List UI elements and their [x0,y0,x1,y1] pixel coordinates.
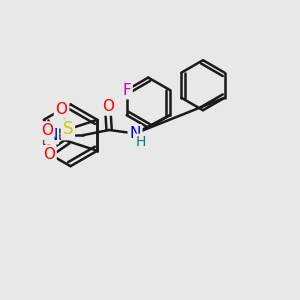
Text: O: O [41,123,53,138]
Text: N: N [129,126,141,141]
Text: O: O [56,102,68,117]
Text: O: O [102,99,114,114]
Text: N: N [46,128,57,143]
Text: O: O [43,147,55,162]
Text: S: S [63,120,73,138]
Text: H: H [135,135,146,149]
Text: F: F [122,82,131,98]
